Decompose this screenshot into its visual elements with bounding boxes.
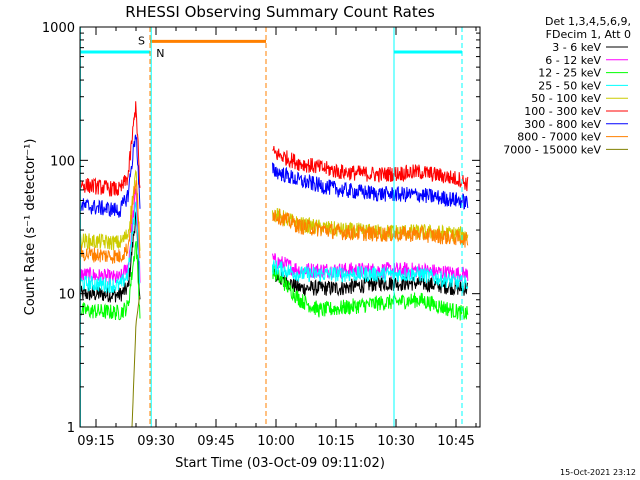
saa-label: S [138,34,145,47]
y-tick-label-1: 1 [67,421,75,436]
series-line-6 [79,101,469,197]
x-tick-label-4: 10:00 [257,434,294,449]
y-axis-label: Count Rate (s⁻¹ detector⁻¹) [23,139,38,316]
series-line-9 [131,295,141,428]
y-tick-label-2: 10 [58,288,75,303]
y-tick-label-3: 100 [50,154,75,169]
legend-label-2: 6 - 12 keV [545,54,601,67]
x-tick-label-2: 09:30 [137,434,174,449]
series-line-3 [79,240,469,321]
series-line-8 [79,180,469,264]
legend-header-line-2: FDecim 1, Att 0 [546,28,631,41]
y-tick-label-4: 1000 [42,21,75,36]
legend-label-4: 25 - 50 keV [538,79,601,92]
series-layer [79,101,469,428]
legend-label-8: 800 - 7000 keV [517,131,601,144]
x-tick-label-1: 09:15 [77,434,114,449]
timestamp-label: 15-Oct-2021 23:12 [560,468,636,477]
legend-label-6: 100 - 300 keV [524,105,601,118]
x-tick-label-3: 09:45 [197,434,234,449]
x-tick-label-5: 10:15 [317,434,354,449]
night-label: N [156,47,164,60]
legend-label-9: 7000 - 15000 keV [503,143,601,156]
x-tick-label-7: 10:45 [437,434,474,449]
tick-layer: 09:15 09:30 09:45 10:00 10:15 10:30 10:45 1 10 10… [42,21,480,449]
legend-label-3: 12 - 25 keV [538,67,601,80]
legend-label-7: 300 - 800 keV [524,118,601,131]
chart-title: RHESSI Observing Summary Count Rates [125,3,435,21]
plot-frame [79,26,481,428]
marker-layer: SN [79,27,463,427]
series-line-7 [79,133,469,218]
legend: Det 1,3,4,5,6,9, FDecim 1, Att 0 3 - 6 k… [503,15,631,156]
series-line-4 [79,200,469,294]
legend-label-1: 3 - 6 keV [552,41,601,54]
legend-header-line-1: Det 1,3,4,5,6,9, [545,15,631,28]
x-axis-label: Start Time (03-Oct-09 09:11:02) [175,456,385,471]
x-tick-label-6: 10:30 [377,434,414,449]
legend-label-5: 50 - 100 keV [531,92,601,105]
series-line-1 [79,211,469,303]
